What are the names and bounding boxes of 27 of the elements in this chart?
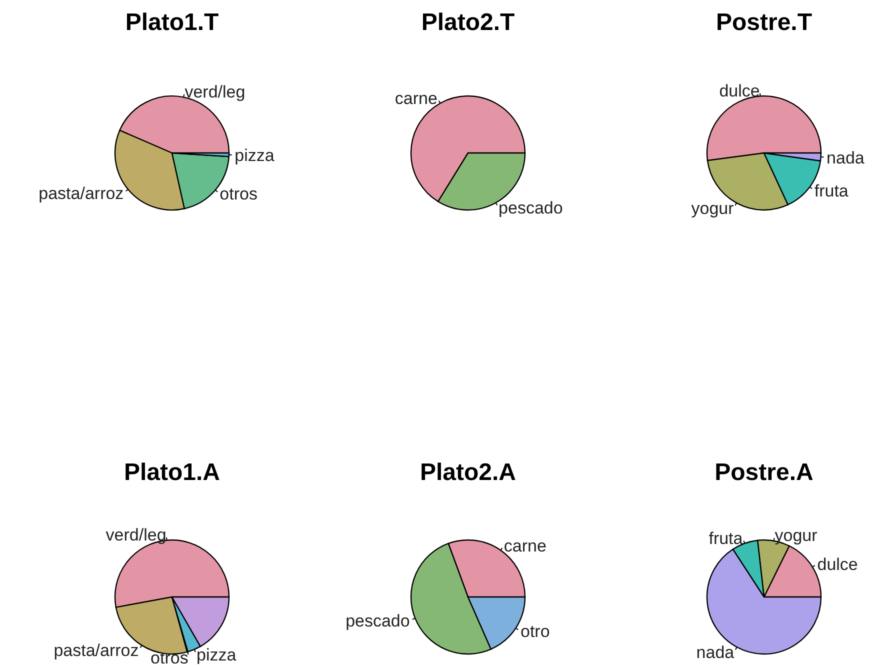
- chart-title: Plato2.T: [421, 9, 516, 36]
- chart-title: Plato1.A: [124, 459, 220, 486]
- slice-label: otros: [150, 648, 188, 666]
- chart-title: Plato1.T: [125, 9, 220, 36]
- slice-label: fruta: [708, 528, 744, 548]
- chart-title: Plato2.A: [420, 459, 516, 486]
- slice-label: pescado: [498, 198, 563, 218]
- slice-label: fruta: [814, 181, 849, 200]
- slice-label: carne: [504, 536, 546, 556]
- slice-label: nada: [826, 148, 865, 168]
- slice-label: nada: [696, 643, 735, 662]
- slice-label: otros: [220, 184, 258, 204]
- slice-label: otro: [520, 622, 550, 642]
- slice-label: yogur: [774, 526, 818, 546]
- slice-label: carne: [394, 89, 438, 108]
- slice-label: pasta/arroz: [54, 641, 139, 660]
- slice-label: dulce: [817, 554, 858, 574]
- chart-title: Postre.A: [714, 459, 814, 486]
- slice-label: verd/leg: [184, 82, 246, 102]
- slice-label: pizza: [234, 146, 275, 165]
- slice-label: pizza: [196, 646, 237, 665]
- slice-label: pasta/arroz: [38, 184, 124, 203]
- slice-label: verd/leg: [106, 526, 166, 545]
- slice-label: dulce: [719, 81, 760, 100]
- chart-title: Postre.T: [716, 9, 812, 36]
- slice-label: pescado: [346, 611, 410, 630]
- slice-label: yogur: [691, 198, 734, 218]
